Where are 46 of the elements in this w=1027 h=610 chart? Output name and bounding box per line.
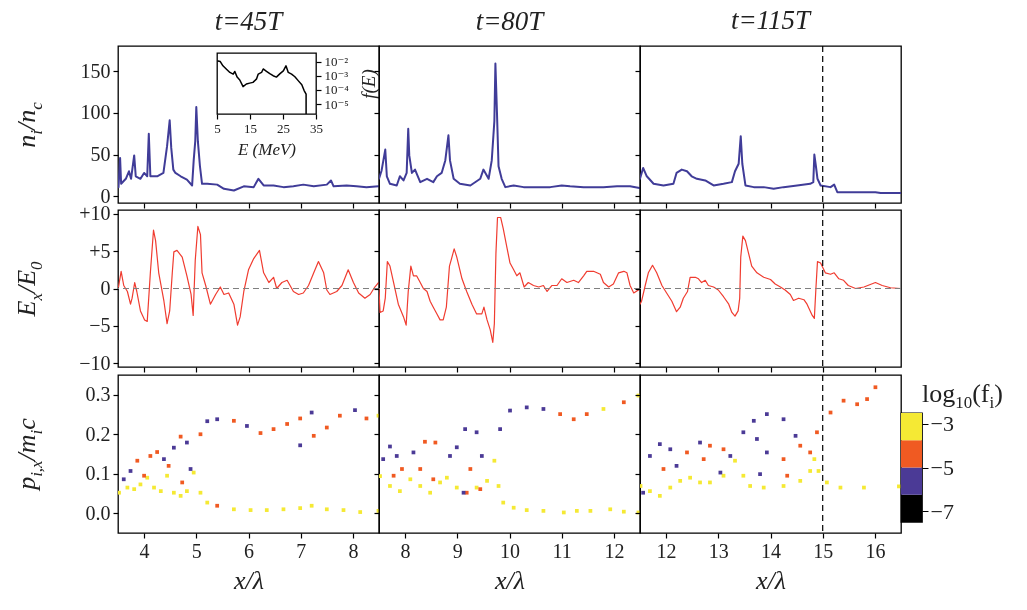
color-bar-label: −3	[930, 411, 954, 437]
y-tick-label: 10⁻⁵	[324, 96, 349, 112]
x-tick-label: 12	[656, 539, 677, 562]
x-tick-label: 15	[244, 120, 257, 136]
x-tick-label: 14	[760, 539, 781, 562]
x-tick-label: 8	[400, 539, 411, 562]
x-tick-label: 7	[295, 539, 306, 562]
y-axis-title: f(E)	[357, 68, 379, 99]
x-axis-title: E (MeV)	[236, 139, 297, 159]
x-tick-label: 11	[552, 539, 572, 562]
x-tick-label: 16	[864, 539, 885, 562]
x-tick-label: 6	[243, 539, 254, 562]
y-tick-label: 0.2	[85, 422, 110, 445]
color-bar-label: −7	[930, 498, 954, 524]
x-axis-title: x/λ	[493, 565, 525, 595]
x-tick-label: 4	[139, 539, 150, 562]
x-tick-label: 10	[499, 539, 520, 562]
y-tick-label: 0.1	[85, 462, 110, 485]
y-tick-label: 50	[90, 143, 110, 166]
x-tick-label: 8	[347, 539, 358, 562]
y-tick-label: +5	[88, 239, 110, 262]
x-axis-title: x/λ	[754, 565, 786, 595]
y-tick-label: 150	[80, 59, 110, 82]
y-tick-label: 0.3	[85, 383, 110, 406]
y-tick-label: 10⁻²	[324, 54, 349, 70]
y-tick-label: 10⁻⁴	[324, 82, 350, 98]
x-tick-label: 12	[603, 539, 624, 562]
chart-title: t=45T	[214, 6, 284, 36]
x-axis-title: x/λ	[232, 565, 264, 595]
y-tick-label: −5	[88, 314, 110, 337]
x-tick-label: 5	[191, 539, 202, 562]
color-bar-label: −5	[930, 455, 954, 480]
y-tick-label: 100	[80, 101, 110, 124]
x-tick-label: 35	[310, 120, 323, 136]
chart-title: t=115T	[730, 5, 812, 36]
chart-title: t=80T	[475, 6, 545, 36]
x-tick-label: 5	[214, 120, 221, 136]
x-tick-label: 15	[812, 539, 833, 562]
x-tick-label: 13	[708, 539, 729, 562]
y-tick-label: 0.0	[85, 501, 110, 524]
y-tick-label: −10	[78, 351, 110, 374]
x-tick-label: 9	[452, 539, 463, 562]
color-bar-title: log$_{10}$(f$_{i}$)	[922, 379, 1003, 413]
y-tick-label: 0	[100, 277, 110, 299]
y-tick-label: 10⁻³	[324, 68, 349, 84]
x-tick-label: 25	[277, 120, 290, 136]
